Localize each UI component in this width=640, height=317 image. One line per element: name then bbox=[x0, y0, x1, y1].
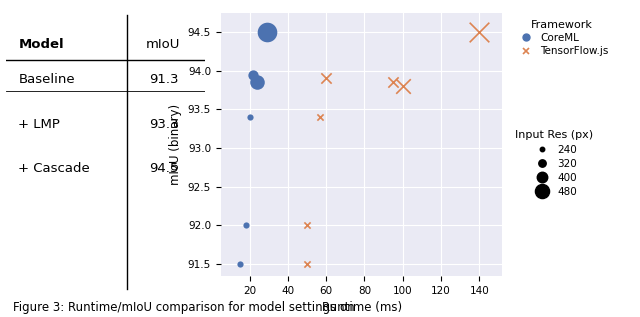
Text: 94.5: 94.5 bbox=[149, 162, 179, 175]
Text: Figure 3: Runtime/mIoU comparison for model settings on: Figure 3: Runtime/mIoU comparison for mo… bbox=[13, 301, 355, 314]
Text: + Cascade: + Cascade bbox=[19, 162, 90, 175]
Y-axis label: mIoU (binary): mIoU (binary) bbox=[169, 104, 182, 185]
Text: + LMP: + LMP bbox=[19, 118, 60, 131]
Point bbox=[474, 29, 484, 35]
Point bbox=[252, 80, 262, 85]
Text: 93.3: 93.3 bbox=[149, 118, 179, 131]
Legend: 240, 320, 400, 480: 240, 320, 400, 480 bbox=[513, 128, 596, 199]
Point bbox=[262, 29, 272, 35]
Text: 91.3: 91.3 bbox=[149, 73, 179, 86]
Point bbox=[321, 76, 332, 81]
Point bbox=[235, 262, 245, 267]
X-axis label: Runtime (ms): Runtime (ms) bbox=[321, 301, 402, 314]
Point bbox=[302, 262, 312, 267]
Point bbox=[388, 80, 398, 85]
Text: mIoU: mIoU bbox=[145, 38, 180, 51]
Point bbox=[244, 115, 255, 120]
Point bbox=[248, 72, 259, 77]
Point bbox=[302, 223, 312, 228]
Text: Model: Model bbox=[19, 38, 64, 51]
Point bbox=[241, 223, 251, 228]
Point bbox=[316, 115, 326, 120]
Point bbox=[397, 84, 408, 89]
Text: Baseline: Baseline bbox=[19, 73, 75, 86]
